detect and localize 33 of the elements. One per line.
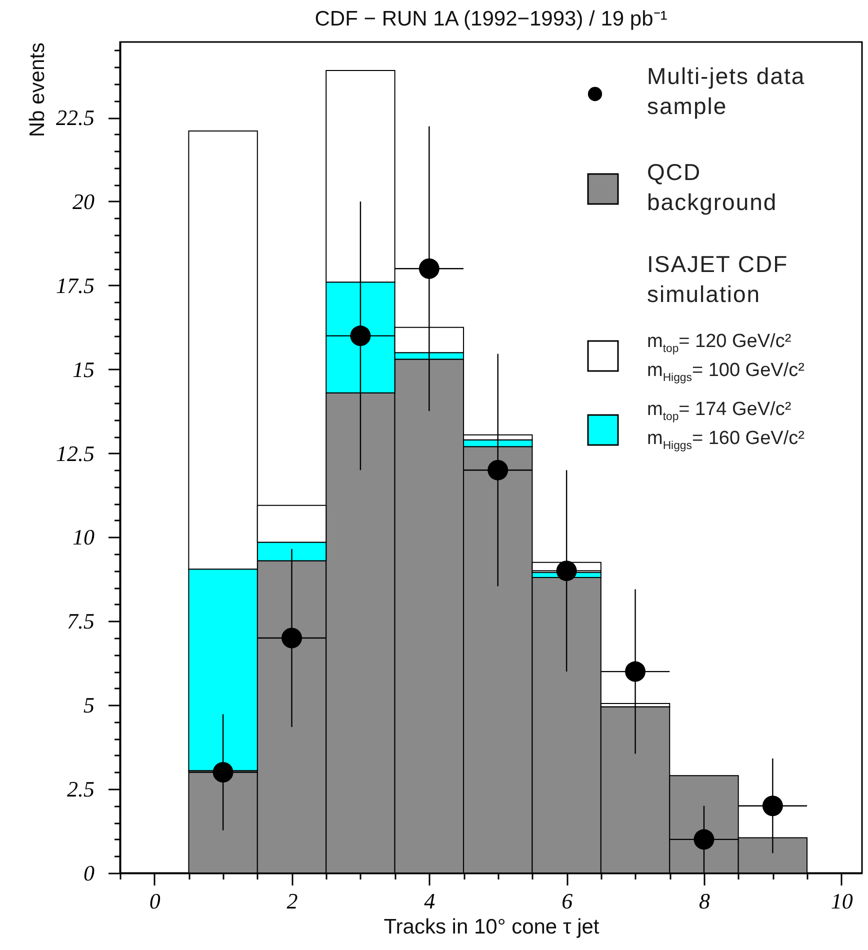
y-axis-title: Nb events bbox=[26, 42, 49, 138]
y-tick-label: 17.5 bbox=[56, 272, 94, 298]
x-tick-label: 6 bbox=[562, 888, 573, 914]
point bbox=[625, 661, 646, 682]
x-tick-label: 8 bbox=[698, 888, 710, 914]
y-tick-label: 7.5 bbox=[67, 608, 94, 634]
point bbox=[556, 560, 577, 582]
legend-title: ISAJET CDF simulation bbox=[647, 250, 790, 309]
x-tick-label: 2 bbox=[286, 888, 298, 914]
point bbox=[282, 628, 302, 648]
chart-title: CDF − RUN 1A (1992−1993) / 19 pb⁻¹ bbox=[314, 7, 668, 30]
x-tick-label: 4 bbox=[424, 888, 436, 914]
point bbox=[418, 258, 440, 279]
y-tick-label: 12.5 bbox=[56, 440, 94, 466]
point bbox=[694, 829, 714, 850]
x-tick-label: 0 bbox=[149, 888, 160, 914]
y-tick-label: 20 bbox=[72, 188, 94, 214]
y-tick-label: 10 bbox=[72, 524, 94, 550]
legend-label: m$_{top}$= 174 GeV/c² m$_{Higgs}$= 160 GeV/c² bbox=[647, 398, 806, 454]
point bbox=[762, 796, 783, 816]
point bbox=[350, 326, 371, 346]
legend-label: QCD background bbox=[647, 158, 778, 217]
legend-label: Multi-jets data sample bbox=[647, 62, 806, 121]
x-tick-label: 10 bbox=[830, 888, 853, 914]
y-tick-label: 15 bbox=[72, 356, 94, 382]
y-tick-label: 5 bbox=[84, 692, 94, 718]
y-tick-label: 2.5 bbox=[67, 776, 94, 802]
x-axis-title: Tracks in 10° cone τ jet bbox=[384, 916, 600, 938]
point bbox=[212, 762, 234, 782]
point bbox=[488, 460, 508, 480]
y-tick-label: 22.5 bbox=[56, 105, 94, 130]
y-tick-label: 0 bbox=[84, 860, 94, 886]
legend-label: m$_{top}$= 120 GeV/c² m$_{Higgs}$= 100 GeV/c² bbox=[647, 330, 806, 386]
